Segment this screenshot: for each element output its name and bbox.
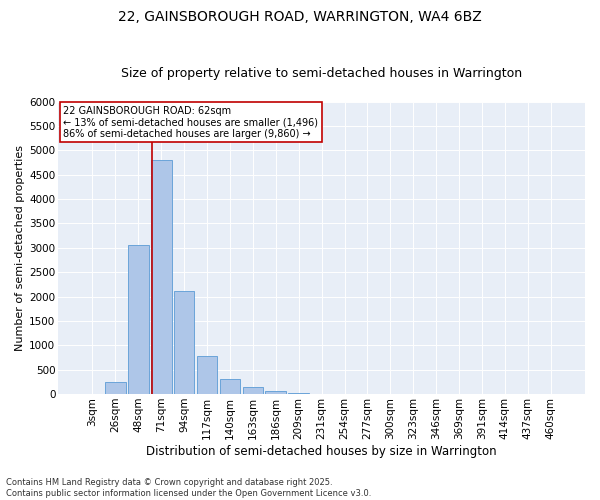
Bar: [242, 387, 263, 394]
Bar: [128, 246, 149, 394]
Y-axis label: Number of semi-detached properties: Number of semi-detached properties: [15, 145, 25, 351]
Title: Size of property relative to semi-detached houses in Warrington: Size of property relative to semi-detach…: [121, 66, 522, 80]
Bar: [151, 160, 172, 394]
Bar: [220, 379, 240, 394]
Bar: [265, 390, 286, 394]
X-axis label: Distribution of semi-detached houses by size in Warrington: Distribution of semi-detached houses by …: [146, 444, 497, 458]
Bar: [289, 392, 309, 394]
Bar: [197, 356, 217, 394]
Bar: [105, 382, 125, 394]
Text: Contains HM Land Registry data © Crown copyright and database right 2025.
Contai: Contains HM Land Registry data © Crown c…: [6, 478, 371, 498]
Text: 22, GAINSBOROUGH ROAD, WARRINGTON, WA4 6BZ: 22, GAINSBOROUGH ROAD, WARRINGTON, WA4 6…: [118, 10, 482, 24]
Text: 22 GAINSBOROUGH ROAD: 62sqm
← 13% of semi-detached houses are smaller (1,496)
86: 22 GAINSBOROUGH ROAD: 62sqm ← 13% of sem…: [64, 106, 319, 139]
Bar: [174, 290, 194, 394]
